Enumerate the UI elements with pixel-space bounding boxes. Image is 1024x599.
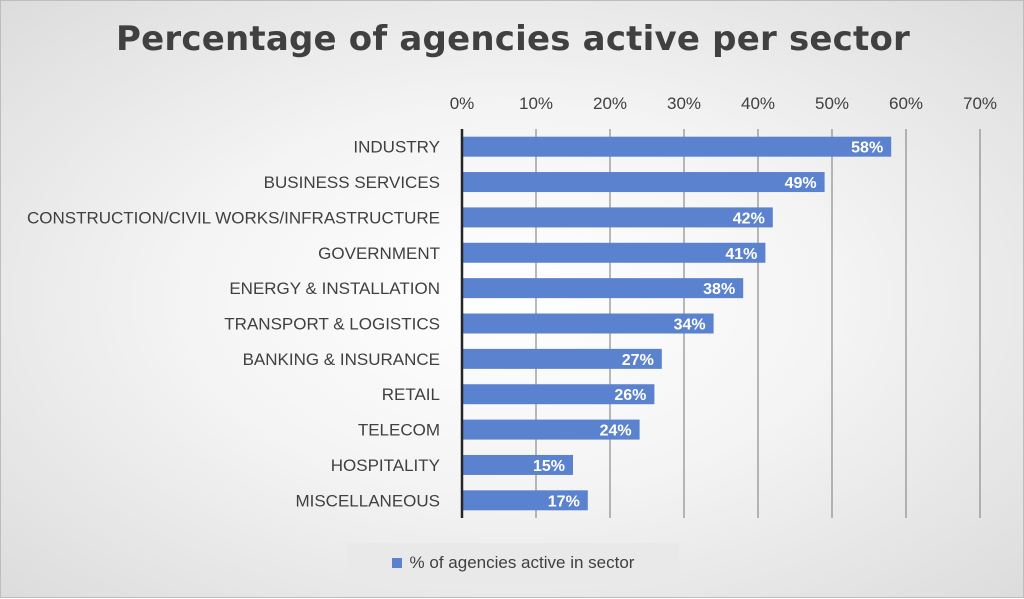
x-tick-label: 0% <box>450 94 475 113</box>
category-label: HOSPITALITY <box>331 456 440 475</box>
data-label: 38% <box>703 281 735 298</box>
data-label: 27% <box>622 352 654 369</box>
category-label: BUSINESS SERVICES <box>264 173 440 192</box>
data-label: 15% <box>533 458 565 475</box>
category-label: RETAIL <box>382 385 440 404</box>
legend-swatch <box>391 558 402 568</box>
x-tick-label: 10% <box>519 94 553 113</box>
bar <box>462 207 773 228</box>
category-label: TRANSPORT & LOGISTICS <box>224 315 440 334</box>
bar <box>462 454 573 475</box>
bar <box>462 242 766 263</box>
data-label: 34% <box>674 317 706 334</box>
bar <box>462 419 640 440</box>
category-label: ENERGY & INSTALLATION <box>229 279 440 298</box>
x-tick-label: 30% <box>667 94 701 113</box>
legend-label: % of agencies active in sector <box>409 553 635 572</box>
x-tick-label: 60% <box>889 94 923 113</box>
data-label: 42% <box>733 210 765 227</box>
bar <box>462 384 655 405</box>
bar <box>462 348 662 369</box>
legend: % of agencies active in sector <box>347 543 679 583</box>
chart-title: Percentage of agencies active per sector <box>116 19 910 59</box>
category-label: CONSTRUCTION/CIVIL WORKS/INFRASTRUCTURE <box>27 208 440 227</box>
x-tick-label: 70% <box>963 94 997 113</box>
category-label: INDUSTRY <box>353 138 440 157</box>
data-label: 26% <box>614 387 646 404</box>
category-label: TELECOM <box>358 421 440 440</box>
data-label: 24% <box>600 423 632 440</box>
category-label: MISCELLANEOUS <box>295 491 440 510</box>
x-tick-label: 20% <box>593 94 627 113</box>
bar <box>462 278 744 299</box>
data-label: 49% <box>785 175 817 192</box>
bar <box>462 172 825 193</box>
category-label: GOVERNMENT <box>318 244 440 263</box>
data-label: 41% <box>725 246 757 263</box>
bar <box>462 136 892 157</box>
x-tick-label: 40% <box>741 94 775 113</box>
data-label: 58% <box>851 140 883 157</box>
x-tick-label: 50% <box>815 94 849 113</box>
category-label: BANKING & INSURANCE <box>243 350 440 369</box>
bar <box>462 313 714 334</box>
bar <box>462 490 588 511</box>
data-label: 17% <box>548 493 580 510</box>
